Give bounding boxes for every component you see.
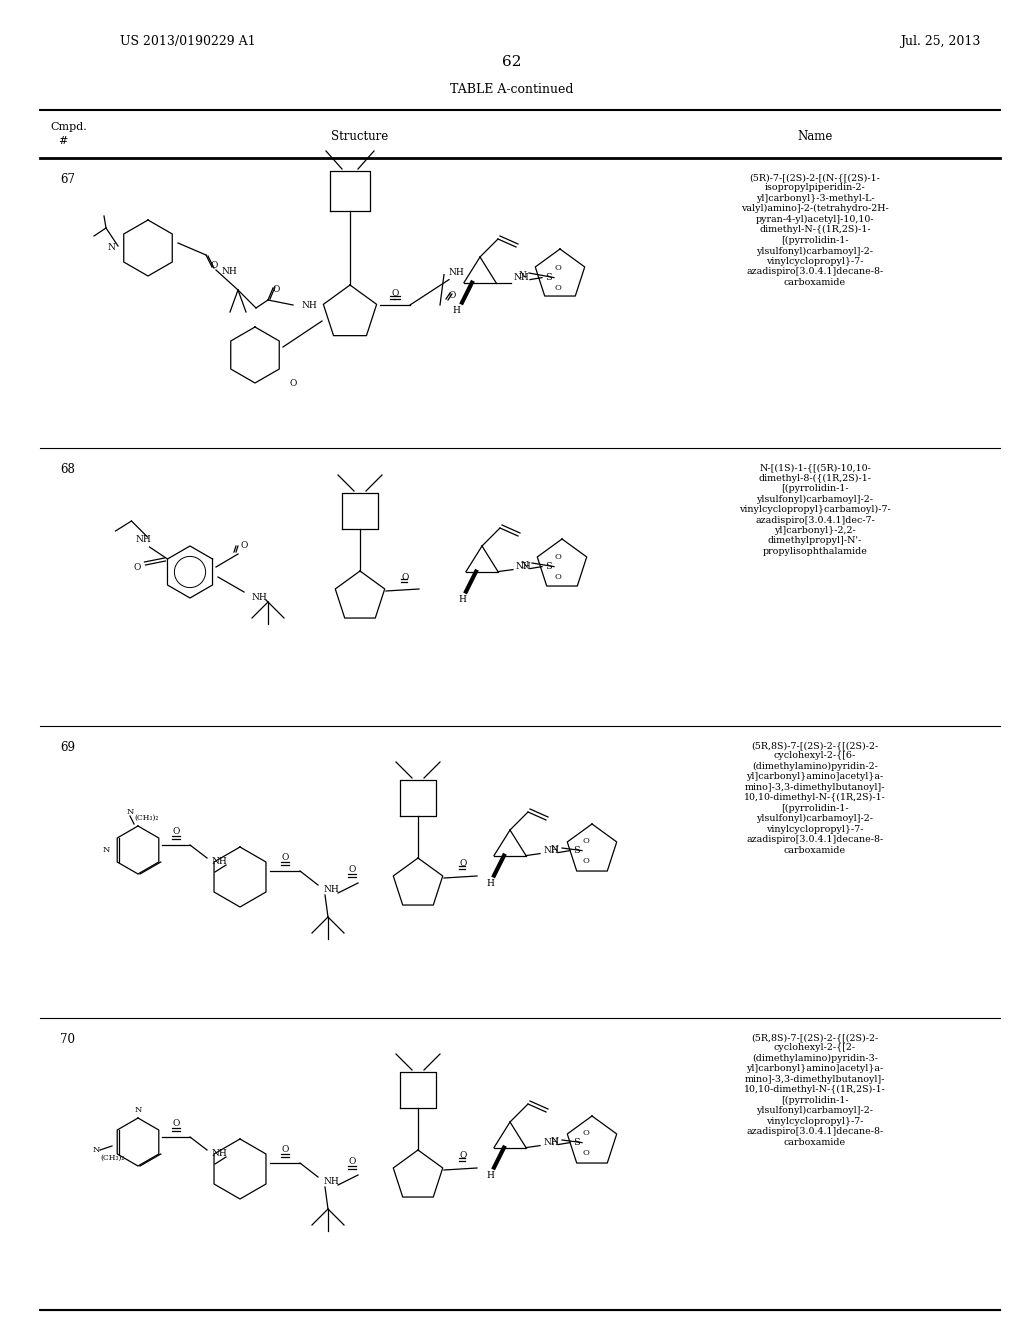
Text: O: O — [401, 573, 409, 582]
Text: 69: 69 — [60, 741, 75, 754]
Text: O: O — [282, 853, 289, 862]
Text: US 2013/0190229 A1: US 2013/0190229 A1 — [120, 36, 256, 48]
Text: (CH₃)₂: (CH₃)₂ — [100, 1154, 124, 1162]
Text: NH: NH — [514, 273, 529, 282]
Text: N: N — [92, 1146, 99, 1154]
Text: 70: 70 — [60, 1034, 75, 1045]
Text: N: N — [108, 243, 115, 252]
Text: O: O — [134, 562, 141, 572]
Text: O: O — [583, 857, 590, 865]
Text: O: O — [241, 541, 248, 550]
Text: N: N — [126, 808, 134, 816]
Text: O: O — [583, 1129, 590, 1137]
Text: NH: NH — [544, 1138, 560, 1147]
Text: 62: 62 — [502, 55, 522, 69]
Text: O: O — [210, 260, 218, 269]
Text: NH: NH — [252, 593, 267, 602]
Text: O: O — [391, 289, 398, 297]
Text: S: S — [572, 846, 580, 855]
Text: (CH₃)₂: (CH₃)₂ — [134, 814, 159, 822]
Text: NH: NH — [222, 268, 238, 276]
Text: O: O — [555, 553, 561, 561]
Text: N: N — [518, 271, 526, 280]
Text: N: N — [520, 561, 528, 569]
Text: NH: NH — [516, 562, 531, 572]
Text: S: S — [572, 1138, 580, 1147]
Text: O: O — [555, 284, 561, 292]
Text: O: O — [583, 1148, 590, 1156]
Text: (5R)-7-[(2S)-2-[(N-{[(2S)-1-
isopropylpiperidin-2-
yl]carbonyl}-3-methyl-L-
valy: (5R)-7-[(2S)-2-[(N-{[(2S)-1- isopropylpi… — [741, 173, 889, 286]
Text: 67: 67 — [60, 173, 75, 186]
Text: (5R,8S)-7-[(2S)-2-{[(2S)-2-
cyclohexyl-2-{[6-
(dimethylamino)pyridin-2-
yl]carbo: (5R,8S)-7-[(2S)-2-{[(2S)-2- cyclohexyl-2… — [744, 741, 886, 854]
Text: NH: NH — [212, 858, 227, 866]
Text: S: S — [545, 273, 551, 282]
Text: N: N — [102, 846, 110, 854]
Text: N: N — [134, 1106, 141, 1114]
Text: H: H — [458, 595, 466, 605]
Text: (5R,8S)-7-[(2S)-2-{[(2S)-2-
cyclohexyl-2-{[2-
(dimethylamino)pyridin-3-
yl]carbo: (5R,8S)-7-[(2S)-2-{[(2S)-2- cyclohexyl-2… — [744, 1034, 886, 1147]
Text: NH: NH — [135, 535, 152, 544]
Text: O: O — [282, 1144, 289, 1154]
Text: O: O — [289, 379, 296, 388]
Text: O: O — [449, 290, 456, 300]
Text: O: O — [555, 264, 561, 272]
Text: 68: 68 — [60, 463, 75, 477]
Text: Structure: Structure — [332, 129, 389, 143]
Text: O: O — [348, 865, 355, 874]
Text: N-[(1S)-1-{[(5R)-10,10-
dimethyl-8-({(1R,2S)-1-
[(pyrrolidin-1-
ylsulfonyl)carba: N-[(1S)-1-{[(5R)-10,10- dimethyl-8-({(1R… — [739, 463, 891, 556]
Text: O: O — [555, 573, 561, 581]
Text: O: O — [172, 1119, 179, 1129]
Text: TABLE A-continued: TABLE A-continued — [451, 83, 573, 96]
Text: H: H — [486, 1171, 494, 1180]
Text: O: O — [583, 837, 590, 845]
Text: Name: Name — [798, 129, 833, 143]
Text: O: O — [460, 859, 467, 869]
Text: O: O — [172, 828, 179, 837]
Text: Cmpd.: Cmpd. — [50, 121, 87, 132]
Text: NH: NH — [544, 846, 560, 855]
Text: S: S — [545, 562, 551, 572]
Text: H: H — [452, 306, 460, 315]
Text: O: O — [348, 1156, 355, 1166]
Text: NH: NH — [324, 884, 340, 894]
Text: Jul. 25, 2013: Jul. 25, 2013 — [900, 36, 980, 48]
Text: NH: NH — [324, 1176, 340, 1185]
Text: NH: NH — [212, 1150, 227, 1159]
Text: H: H — [486, 879, 494, 888]
Text: NH: NH — [449, 268, 464, 277]
Text: NH: NH — [301, 301, 316, 309]
Text: N: N — [550, 846, 558, 854]
Text: N: N — [550, 1138, 558, 1147]
Text: #: # — [58, 136, 68, 147]
Text: O: O — [460, 1151, 467, 1160]
Text: O: O — [272, 285, 280, 294]
